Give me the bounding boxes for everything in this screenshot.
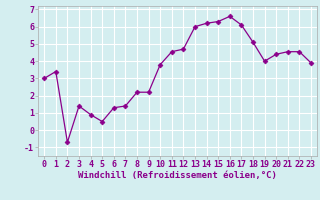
X-axis label: Windchill (Refroidissement éolien,°C): Windchill (Refroidissement éolien,°C) <box>78 171 277 180</box>
